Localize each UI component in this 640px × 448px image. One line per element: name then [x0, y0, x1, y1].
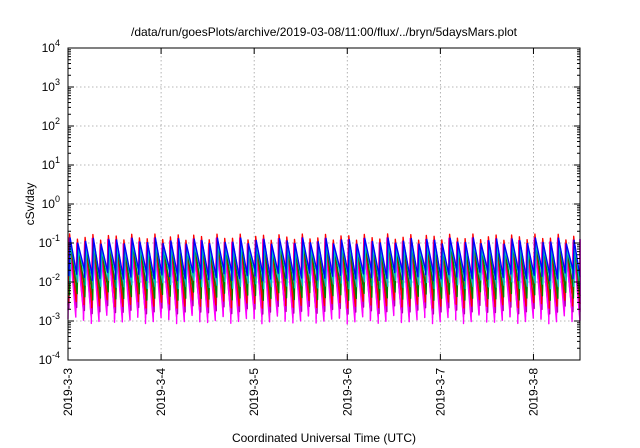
x-tick-label: 2019-3-4	[154, 368, 168, 416]
x-tick-label: 2019-3-3	[61, 368, 75, 416]
y-tick-label: 10-2	[39, 272, 60, 289]
x-tick-label: 2019-3-8	[526, 368, 540, 416]
x-tick-label: 2019-3-7	[433, 368, 447, 416]
series-line-4	[69, 243, 581, 290]
series-line-2	[67, 233, 581, 309]
y-tick-label: 102	[42, 116, 60, 133]
y-tick-label: 104	[42, 38, 60, 55]
x-tick-label: 2019-3-5	[247, 368, 261, 416]
x-axis-label: Coordinated Universal Time (UTC)	[232, 431, 416, 445]
series-line-5	[68, 237, 581, 282]
chart-title: /data/run/goesPlots/archive/2019-03-08/1…	[131, 25, 518, 39]
y-tick-label: 100	[42, 194, 60, 211]
y-tick-label: 10-1	[39, 233, 60, 250]
series-line-1	[68, 239, 581, 315]
y-tick-label: 10-4	[39, 350, 60, 367]
series-group	[67, 233, 581, 325]
axis-ticks	[67, 47, 580, 361]
y-tick-label: 101	[42, 155, 60, 172]
y-tick-label: 103	[42, 77, 60, 94]
x-tick-labels: 2019-3-3 2019-3-4 2019-3-5 2019-3-6 2019-3-7…	[61, 368, 540, 416]
y-tick-label: 10-3	[39, 311, 60, 328]
series-line-3	[68, 241, 581, 301]
x-tick-label: 2019-3-6	[340, 368, 354, 416]
y-tick-labels: 10-4 10-3 10-2 10-1 100 101 102 103 104	[39, 38, 60, 367]
y-axis-label: cSv/day	[23, 183, 37, 226]
